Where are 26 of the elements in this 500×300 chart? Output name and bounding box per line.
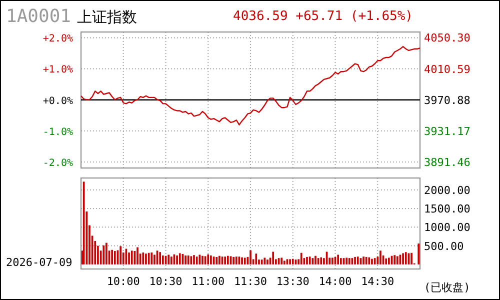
x-tick-label: 14:30 — [361, 275, 394, 288]
y-tick-label: 3931.17 — [424, 124, 470, 138]
y2-tick-label: -1.0% — [42, 126, 73, 138]
chart-title: 1A0001 上证指数 — [6, 6, 138, 27]
x-tick-label: 13:30 — [276, 275, 310, 288]
chart-subtitle: 4036.59 +65.71 (+1.65%) — [233, 9, 414, 24]
y-tick-label: 2000.00 — [424, 184, 470, 197]
text: (已收盘) — [424, 281, 470, 294]
x-tick-label: 11:00 — [192, 275, 225, 288]
text: 2026-07-09 — [6, 256, 72, 269]
y-tick-label: 1500.00 — [424, 202, 470, 216]
x-tick-label: 10:30 — [149, 275, 182, 288]
y2-tick-label: +1.0% — [42, 64, 73, 76]
y-tick-label: 1000.00 — [424, 221, 470, 234]
x-tick-label: 14:00 — [318, 275, 352, 288]
y-tick-label: 4050.30 — [424, 32, 470, 45]
line-series — [80, 46, 421, 126]
y-tick-label: 500.00 — [424, 240, 464, 253]
x-tick-label: 11:30 — [234, 275, 268, 288]
y2-tick-label: +0.0% — [42, 96, 73, 107]
y-tick-label: 3970.88 — [424, 94, 470, 107]
y-tick-label: 4010.59 — [424, 62, 470, 76]
y-tick-label: 3891.46 — [424, 156, 470, 170]
y2-tick-label: -2.0% — [42, 158, 73, 170]
x-tick-label: 10:00 — [106, 275, 140, 288]
y2-tick-label: +2.0% — [42, 34, 73, 45]
